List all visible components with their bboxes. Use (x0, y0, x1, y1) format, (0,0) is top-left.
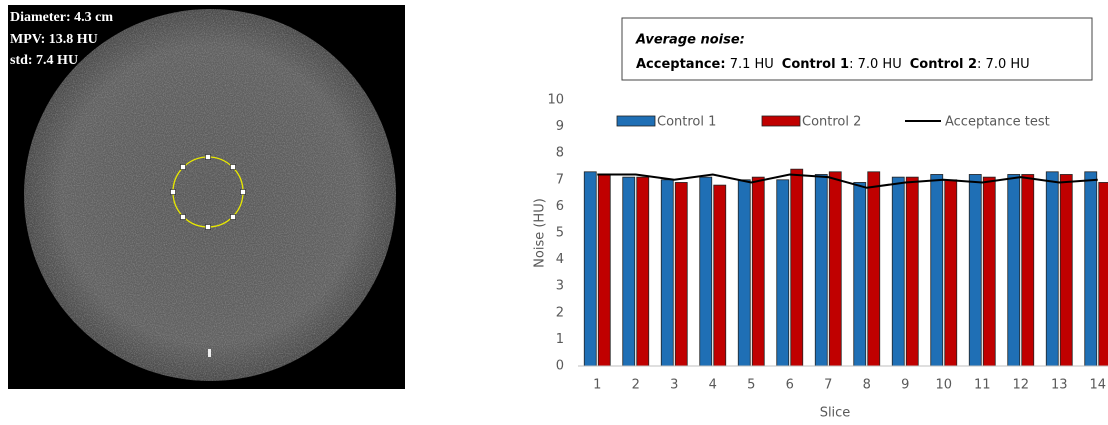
bar (1059, 174, 1073, 367)
x-tick-label: 13 (1051, 378, 1068, 393)
annotation-value: 7.1 HU (726, 57, 774, 72)
y-tick-label: 1 (556, 332, 564, 347)
artifact (208, 349, 211, 357)
bar (1007, 174, 1021, 367)
bar (790, 168, 804, 367)
bar (1045, 171, 1059, 367)
x-tick-label: 12 (1012, 378, 1029, 393)
annotation-value: : 7.0 HU (977, 57, 1030, 72)
y-axis-title: Noise (HU) (533, 198, 548, 268)
bar (776, 179, 790, 367)
annotation-label: Control 2 (910, 57, 977, 72)
bar (713, 184, 727, 367)
bar (636, 176, 650, 367)
bar (905, 176, 919, 367)
chart: Average noise: Acceptance: 7.1 HU Control… (533, 17, 1108, 421)
x-tick-label: 1 (593, 378, 601, 393)
x-tick-label: 2 (632, 378, 640, 393)
bar (814, 174, 828, 367)
y-tick-label: 0 (556, 359, 564, 374)
x-axis-title: Slice (820, 406, 851, 421)
bar (699, 176, 713, 367)
x-tick-label: 10 (935, 378, 952, 393)
ct-image: Diameter: 4.3 cm MPV: 13.8 HU std: 7.4 H… (8, 5, 405, 389)
annotation-box (621, 17, 1093, 81)
annotation-title: Average noise: (635, 33, 745, 48)
y-tick-label: 4 (556, 252, 564, 267)
bar (737, 179, 751, 367)
bar (828, 171, 842, 367)
bar (867, 171, 881, 367)
bar (968, 174, 982, 367)
x-tick-label: 5 (747, 378, 755, 393)
y-tick-label: 6 (556, 199, 564, 214)
annotation-line: Acceptance: 7.1 HU Control 1: 7.0 HU Contr… (636, 57, 1030, 72)
series-line (597, 173, 1098, 189)
bar (944, 179, 958, 367)
y-tick-label: 2 (556, 305, 564, 320)
y-tick-label: 8 (556, 146, 564, 161)
bar (674, 182, 688, 367)
x-tick-label: 9 (901, 378, 909, 393)
y-tick-label: 7 (556, 172, 564, 187)
y-tick-label: 5 (556, 226, 564, 241)
phantom-noise (24, 9, 396, 381)
x-tick-label: 6 (786, 378, 794, 393)
x-tick-label: 14 (1089, 378, 1106, 393)
x-tick-label: 3 (670, 378, 678, 393)
bar (1098, 182, 1108, 367)
annotation-label: Control 1 (782, 57, 849, 72)
legend-label: Control 2 (802, 115, 861, 130)
overlay-text: std: 7.4 HU (10, 53, 78, 68)
legend-swatch (616, 115, 656, 127)
bar (751, 176, 765, 367)
x-tick-label: 4 (709, 378, 717, 393)
bar (597, 174, 611, 367)
annotation-value: : 7.0 HU (849, 57, 902, 72)
overlay-text: MPV: 13.8 HU (10, 32, 98, 47)
overlay-text: Diameter: 4.3 cm (10, 10, 113, 25)
legend-label: Control 1 (657, 115, 716, 130)
bar (930, 174, 944, 367)
bar (1021, 174, 1035, 367)
y-tick-label: 3 (556, 279, 564, 294)
bar (982, 176, 996, 367)
bar (891, 176, 905, 367)
legend-swatch (761, 115, 801, 127)
bar (583, 171, 597, 367)
annotation-label: Acceptance: (636, 57, 726, 72)
bar (1084, 171, 1098, 367)
x-tick-label: 11 (974, 378, 991, 393)
x-tick-label: 8 (863, 378, 871, 393)
x-tick-label: 7 (824, 378, 832, 393)
y-tick-label: 10 (547, 93, 564, 108)
y-tick-label: 9 (556, 119, 564, 134)
bar (660, 179, 674, 367)
roi-handles (170, 154, 246, 230)
bar (622, 176, 636, 367)
bar (853, 182, 867, 367)
legend-label: Acceptance test (945, 115, 1050, 130)
